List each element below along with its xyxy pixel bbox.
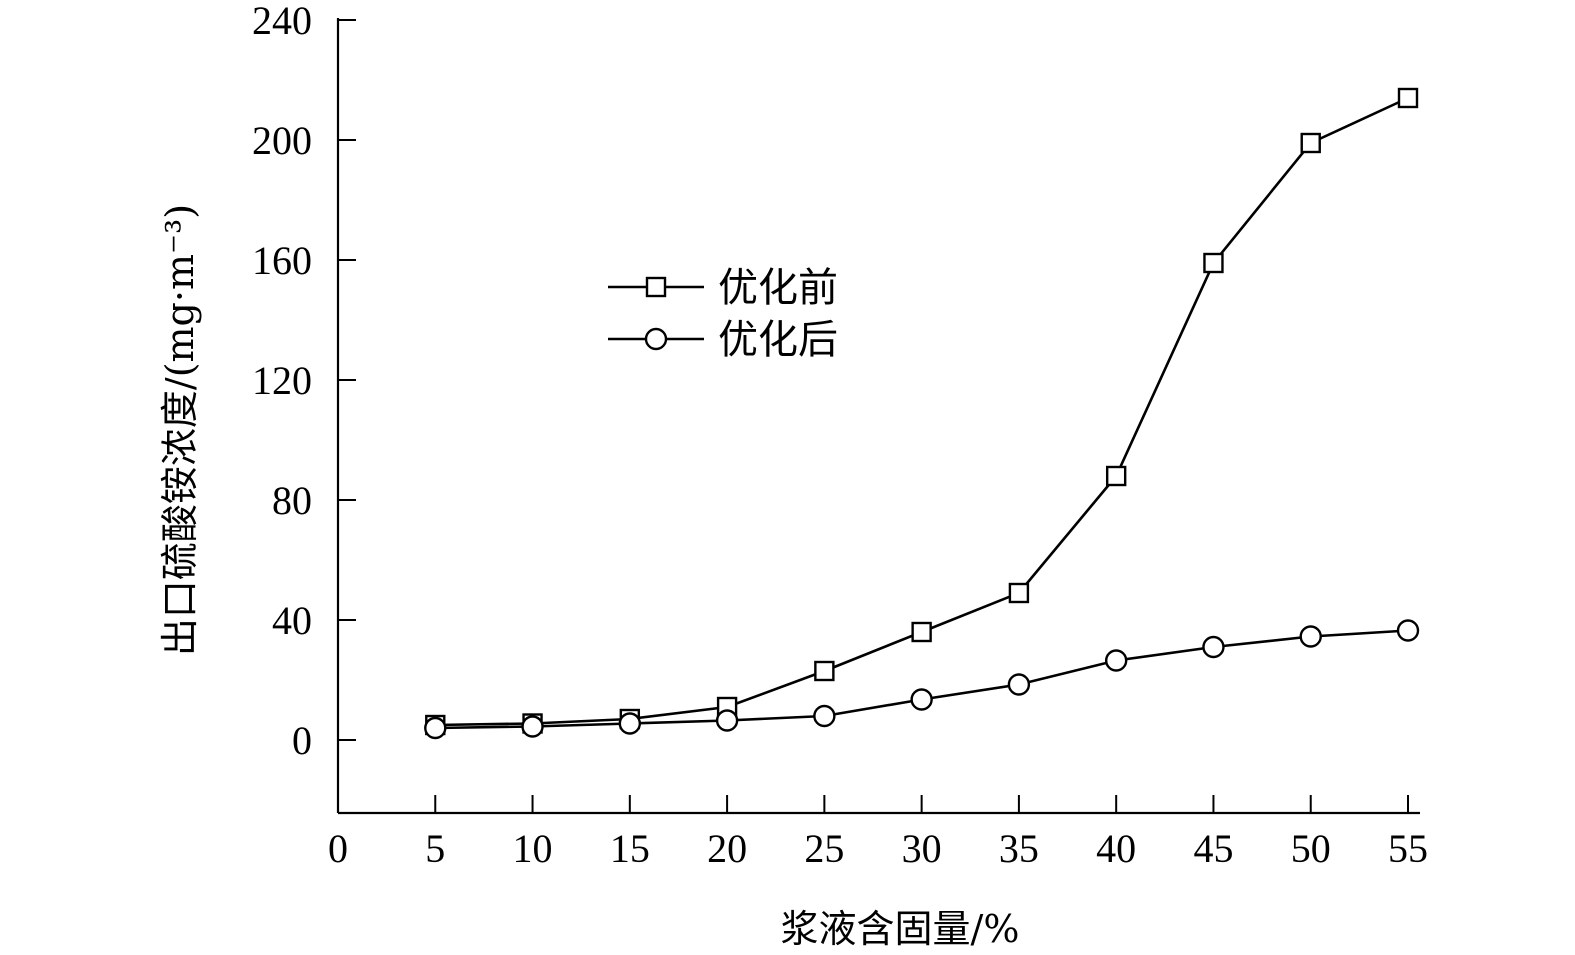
x-tick-label: 40 xyxy=(1096,826,1136,871)
y-tick-label: 160 xyxy=(252,238,312,283)
data-point xyxy=(1203,252,1224,274)
data-point xyxy=(521,715,544,738)
data-point xyxy=(1008,582,1030,604)
data-point xyxy=(715,709,739,732)
y-axis-title: 出口硫酸铵浓度/(mg·m⁻³) xyxy=(158,204,202,656)
data-point xyxy=(1300,132,1321,154)
x-tick-label: 20 xyxy=(707,826,747,871)
data-point xyxy=(1396,619,1420,642)
data-point xyxy=(910,688,933,711)
legend-item: 优化后 xyxy=(608,317,838,363)
y-tick-label: 40 xyxy=(272,598,312,643)
legend-item: 优化前 xyxy=(608,265,838,311)
series-line xyxy=(435,629,1409,730)
x-ticks: 0 5 10 15 20 25 30 35 40 45 50 55 xyxy=(328,795,1428,871)
data-point xyxy=(1104,649,1128,672)
x-tick-label: 25 xyxy=(804,826,844,871)
data-point xyxy=(911,621,932,643)
x-axis-title: 浆液含固量/% xyxy=(781,907,1020,951)
x-tick-label: 50 xyxy=(1291,826,1331,871)
plot-series xyxy=(424,87,1420,740)
series-1 xyxy=(425,87,1419,736)
legend-marker xyxy=(645,276,667,298)
x-tick-label: 10 xyxy=(513,826,553,871)
data-point xyxy=(1202,635,1225,659)
x-tick-label: 15 xyxy=(610,826,650,871)
data-point xyxy=(424,716,447,740)
data-point xyxy=(814,660,835,682)
x-axis: 0 5 10 15 20 25 30 35 40 45 50 55 xyxy=(328,795,1428,871)
data-point xyxy=(618,712,642,735)
y-ticks: 0 40 80 120 160 200 240 xyxy=(252,0,356,763)
x-tick-label: 35 xyxy=(999,826,1039,871)
legend-label: 优化后 xyxy=(718,317,838,363)
x-tick-label: 0 xyxy=(328,826,348,871)
y-tick-label: 200 xyxy=(252,118,312,163)
y-axis: 0 40 80 120 160 200 240 xyxy=(252,0,356,813)
data-point xyxy=(1105,465,1127,487)
x-tick-label: 55 xyxy=(1388,826,1428,871)
x-tick-label: 30 xyxy=(902,826,942,871)
x-tick-label: 45 xyxy=(1193,826,1233,871)
data-point xyxy=(1007,673,1031,696)
series-2 xyxy=(424,619,1420,740)
legend-label: 优化前 xyxy=(718,265,838,311)
y-tick-label: 120 xyxy=(252,358,312,403)
legend-marker xyxy=(644,327,668,351)
y-tick-label: 0 xyxy=(292,718,312,763)
data-point xyxy=(1299,625,1322,648)
y-tick-label: 240 xyxy=(252,0,312,43)
data-point xyxy=(1397,87,1419,109)
x-tick-label: 5 xyxy=(425,826,445,871)
data-point xyxy=(813,704,836,728)
y-tick-label: 80 xyxy=(272,478,312,523)
